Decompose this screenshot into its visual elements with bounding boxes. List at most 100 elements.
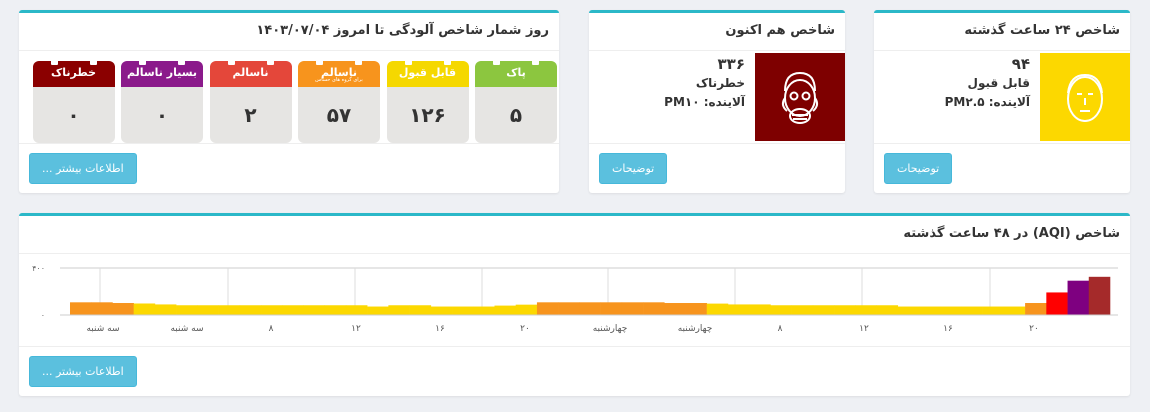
- chart-bar: [239, 305, 262, 315]
- card-title: شاخص (AQI) در ۴۸ ساعت گذشته: [19, 216, 1130, 254]
- x-tick-label: ۲۰: [520, 324, 530, 334]
- chart-bar: [812, 305, 835, 315]
- chart-bar: [706, 303, 729, 315]
- description-button[interactable]: توضیحات: [599, 153, 668, 184]
- chart-bar: [197, 305, 219, 315]
- chart-bar: [388, 305, 410, 315]
- card-day-counter: روز شمار شاخص آلودگی تا امروز ۱۴۰۳/۰۷/۰۴…: [19, 10, 559, 193]
- x-tick-label: سه شنبه: [86, 324, 119, 334]
- chart-bar: [70, 302, 92, 315]
- chart-bar: [982, 306, 1005, 315]
- chart-bar: [1046, 292, 1068, 315]
- day-count: ۱۲۶: [386, 87, 469, 143]
- category-label: خطرناک: [50, 66, 96, 79]
- chart-bar: [154, 304, 177, 315]
- card-24h-index: شاخص ۲۴ ساعت گذشته ۹۴ قابل قبول آلاینده:…: [874, 10, 1130, 193]
- chart-bar: [409, 305, 432, 315]
- aqi-value: ۳۳۶: [717, 55, 745, 73]
- x-tick-label: چهارشنبه: [678, 324, 713, 334]
- day-count: ۲: [209, 87, 292, 143]
- pollutant: آلاینده: PM۲.۵: [944, 95, 1030, 109]
- chart-bar: [749, 304, 771, 315]
- calendar-2: ناسالم برای گروه های حساس ۵۷: [298, 57, 380, 143]
- chart-bar: [473, 306, 495, 315]
- chart-bar: [643, 302, 665, 315]
- face-icon: [1040, 53, 1130, 141]
- chart-bar: [600, 302, 623, 315]
- card-title: شاخص هم اکنون: [589, 13, 845, 51]
- chart-bar: [834, 305, 856, 315]
- calendar-1: قابل قبول ۱۲۶: [386, 57, 469, 143]
- chart-bar: [367, 306, 389, 315]
- pollutant: آلاینده: PM۱۰: [664, 95, 745, 109]
- calendar-4: بسیار ناسالم ۰: [121, 57, 203, 143]
- more-info-button[interactable]: اطلاعات بیشتر ...: [29, 153, 137, 184]
- description-button[interactable]: توضیحات: [884, 153, 953, 184]
- chart-bar: [1025, 303, 1047, 315]
- calendar-5: خطرناک ۰: [32, 57, 115, 143]
- chart-bar: [876, 305, 899, 315]
- chart-bar: [791, 305, 814, 315]
- x-tick-label: ۱۶: [943, 324, 953, 334]
- x-tick-label: ۱۲: [859, 324, 869, 334]
- x-tick-label: سه شنبه: [170, 324, 203, 334]
- day-count: ۵۷: [298, 87, 380, 143]
- chart-bar: [940, 306, 962, 315]
- chart-bar: [261, 305, 283, 315]
- day-count: ۰: [121, 87, 203, 143]
- chart-bar: [1088, 276, 1111, 315]
- x-tick-label: ۱۶: [435, 324, 445, 334]
- chart-bar: [515, 304, 538, 315]
- x-tick-label: چهارشنبه: [593, 324, 628, 334]
- chart-bar: [430, 306, 453, 315]
- chart-bar: [1003, 306, 1026, 315]
- card-current-index: شاخص هم اکنون ۳۳۶ خطرناک آلاینده: PM۱۰ ت…: [589, 10, 845, 193]
- day-count: ۰: [32, 87, 115, 143]
- chart-bar: [452, 306, 474, 315]
- chart-bar: [855, 305, 877, 315]
- chart-bar: [918, 306, 941, 315]
- chart-bar: [1067, 280, 1090, 315]
- card-title: روز شمار شاخص آلودگی تا امروز ۱۴۰۳/۰۷/۰۴: [19, 13, 559, 51]
- chart-bar: [685, 303, 708, 315]
- chart-bar: [770, 305, 792, 315]
- chart-bar: [727, 304, 750, 315]
- chart-bar: [621, 302, 644, 315]
- x-tick-label: ۲۰: [1029, 324, 1039, 334]
- chart-bar: [558, 302, 580, 315]
- chart-bar: [133, 303, 156, 315]
- card-title: شاخص ۲۴ ساعت گذشته: [874, 13, 1130, 51]
- chart-bar: [176, 305, 198, 315]
- category-sublabel: برای گروه های حساس: [315, 77, 363, 83]
- category-label: پاک: [506, 66, 526, 79]
- category-label: ناسالم: [232, 66, 269, 79]
- chart-bar: [324, 305, 347, 315]
- chart-bar: [536, 302, 559, 315]
- aqi-status: قابل قبول: [967, 76, 1030, 90]
- calendar-0: پاک ۵: [475, 57, 557, 143]
- chart-bar: [303, 305, 325, 315]
- chart-bar: [664, 303, 686, 315]
- more-info-button[interactable]: اطلاعات بیشتر ...: [29, 356, 137, 387]
- chart-bar: [218, 305, 241, 315]
- chart-bar: [282, 305, 304, 315]
- chart-bar: [345, 305, 368, 315]
- gas-mask-icon: [755, 53, 845, 141]
- aqi-value: ۹۴: [1011, 55, 1030, 73]
- chart-bar: [579, 302, 601, 315]
- day-count: ۵: [475, 87, 557, 143]
- chart-bar: [897, 306, 920, 315]
- aqi-status: خطرناک: [695, 76, 745, 90]
- card-48h-chart: شاخص (AQI) در ۴۸ ساعت گذشته ۰ ۴۰۰ سه شنبه س…: [19, 213, 1130, 396]
- chart-bar: [112, 303, 134, 315]
- category-label: بسیار ناسالم: [126, 66, 198, 79]
- category-label: ناسالم: [321, 66, 357, 79]
- calendar-3: ناسالم ۲: [209, 57, 292, 143]
- x-tick-label: ۸: [778, 324, 783, 334]
- chart-bar: [494, 305, 517, 315]
- category-label: قابل قبول: [398, 66, 457, 79]
- x-tick-label: ۸: [269, 324, 274, 334]
- y-tick-label: ۰: [41, 311, 45, 320]
- chart-bar: [91, 302, 113, 315]
- chart-bar: [961, 306, 983, 315]
